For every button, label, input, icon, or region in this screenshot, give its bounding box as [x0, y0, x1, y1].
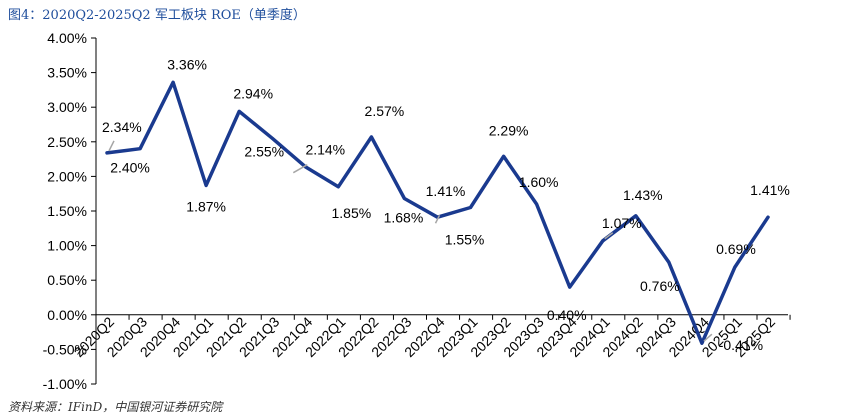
data-label: 2.57% [365, 103, 405, 119]
y-tick-label: 2.50% [47, 134, 87, 150]
data-label: 1.41% [426, 183, 466, 199]
data-label: 2.14% [305, 142, 345, 158]
data-label: 0.76% [640, 278, 680, 294]
data-label: 2.55% [244, 143, 284, 159]
data-label: 2.29% [489, 122, 529, 138]
y-tick-label: 0.00% [47, 307, 87, 323]
data-label: 2.40% [110, 160, 150, 176]
data-label: 1.68% [384, 210, 424, 226]
data-label: 1.41% [750, 182, 790, 198]
data-label: 1.60% [519, 174, 559, 190]
y-tick-label: 1.50% [47, 203, 87, 219]
data-label: 1.07% [602, 215, 642, 231]
data-label: 0.69% [716, 241, 756, 257]
y-tick-label: 4.00% [47, 30, 87, 46]
data-label: -0.41% [719, 337, 763, 353]
data-label: 3.36% [167, 56, 207, 72]
y-tick-label: 1.00% [47, 238, 87, 254]
y-tick-label: -1.00% [43, 376, 87, 392]
data-label: 0.40% [547, 307, 587, 323]
data-label: 1.85% [331, 205, 371, 221]
chart-title: 图4：2020Q2-2025Q2 军工板块 ROE（单季度） [8, 8, 306, 23]
data-label-leader [434, 214, 441, 224]
data-label-leader [108, 140, 115, 152]
data-label: 1.55% [445, 232, 485, 248]
data-label-leader [604, 232, 614, 240]
source-note: 资料来源：IFinD，中国银河证券研究院 [8, 400, 223, 414]
y-tick-label: 3.50% [47, 65, 87, 81]
data-label: 2.94% [233, 85, 273, 101]
y-tick-label: -0.50% [43, 341, 87, 357]
y-tick-label: 2.00% [47, 168, 87, 184]
data-label-leader [292, 164, 308, 174]
roe-series-line [105, 80, 770, 345]
data-label: 1.87% [186, 198, 226, 214]
data-label: 1.43% [623, 187, 663, 203]
y-tick-label: 3.00% [47, 99, 87, 115]
y-tick-label: 0.50% [47, 272, 87, 288]
data-label: 2.34% [102, 119, 142, 135]
data-label-leader [703, 333, 713, 342]
roe-line-chart: 4.00% 3.50% 3.00% 2.50% 2.00% 1.50% 1.00% 0.50%… [43, 30, 791, 392]
